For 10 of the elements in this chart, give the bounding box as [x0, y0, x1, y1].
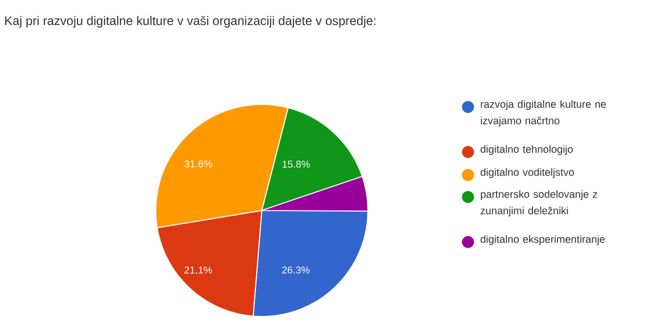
- chart-title: Kaj pri razvoju digitalne kulture v vaši organizaciji dajete v ospredje:: [5, 16, 376, 28]
- legend-label: digitalno tehnologijo: [480, 145, 573, 155]
- data-label: 26.3%: [282, 266, 310, 274]
- data-label: 31.6%: [184, 160, 212, 168]
- legend-label: partnersko sodelovanje z zunanjimi deležniki: [480, 190, 598, 216]
- data-label: 15.8%: [282, 160, 310, 168]
- legend-label: digitalno voditeljstvo: [480, 168, 574, 178]
- data-label: 21.1%: [184, 266, 212, 274]
- legend-label: digitalno eksperimentiranje: [480, 235, 605, 245]
- legend-label: razvoja digitalne kulture ne izvajamo načrtno: [480, 100, 606, 126]
